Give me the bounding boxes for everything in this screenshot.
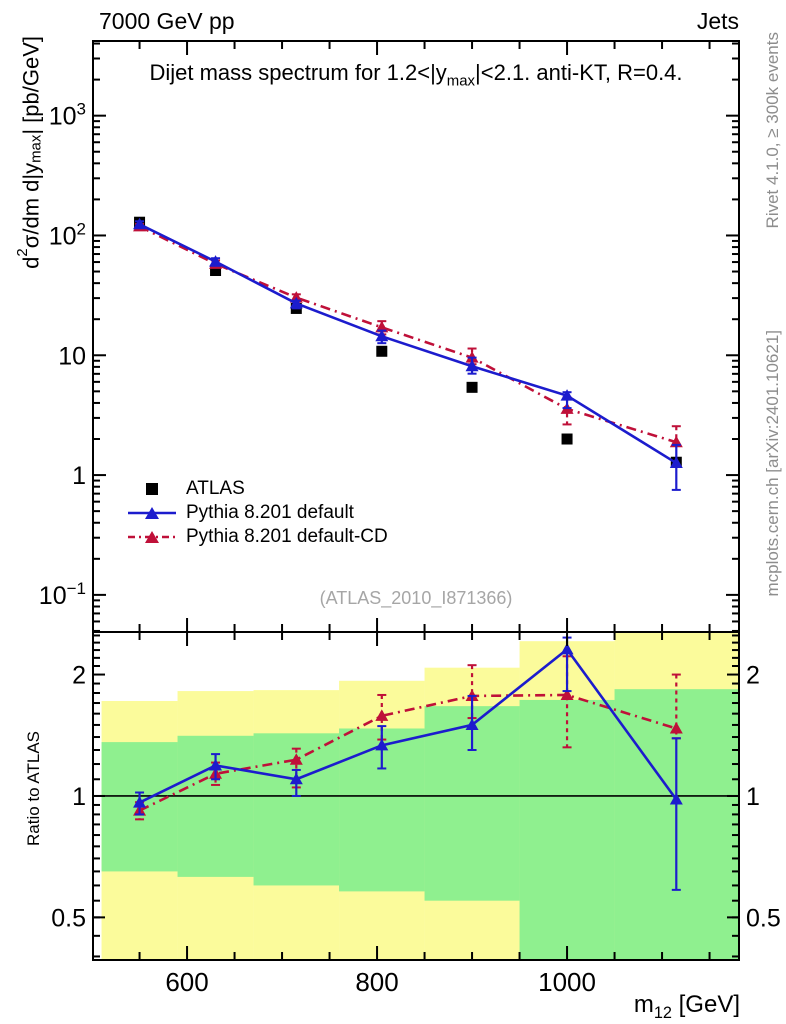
ratio-y-tick-label-right: 0.5: [746, 904, 781, 932]
x-title-part1: m: [633, 991, 654, 1018]
green-band-bin: [519, 699, 615, 960]
data-point-marker: [560, 688, 574, 700]
x-tick-label: 800: [355, 967, 398, 997]
plot-title-part1: Dijet mass spectrum for 1.2<|y: [149, 60, 447, 85]
data-point-marker: [465, 718, 479, 730]
analysis-id-watermark: (ATLAS_2010_I871366): [319, 588, 513, 608]
data-point-marker: [375, 738, 389, 751]
series-pythia-8-201-default-ratio: [133, 636, 683, 891]
data-point-marker: [560, 389, 574, 401]
data-point-marker: [210, 265, 222, 277]
main-y-tick-label: 10−1: [39, 579, 86, 610]
data-point-marker: [375, 329, 389, 342]
legend: ATLAS Pythia 8.201 default Pythia 8.201 …: [128, 477, 388, 549]
data-point-marker: [289, 753, 303, 765]
series-line: [138, 225, 677, 444]
x-tick-label: 600: [165, 967, 208, 997]
main-y-tick-label: 10: [58, 342, 86, 370]
data-point-marker: [560, 642, 574, 655]
ratio-y-tick-label-right: 1: [746, 783, 760, 811]
data-point-marker: [289, 772, 303, 785]
ratio-y-tick-label-left: 2: [72, 662, 86, 690]
ratio-y-axis-title: Ratio to ATLAS: [24, 731, 43, 846]
main-y-tick-label: 103: [49, 100, 86, 131]
legend-row-pythia-default: Pythia 8.201 default: [128, 501, 388, 525]
y-title-part2: σ/dm d|y: [18, 162, 44, 249]
data-point-marker: [561, 433, 573, 445]
x-title-part2: [GeV]: [671, 991, 740, 1018]
pythia-default-line-marker-icon: [128, 507, 176, 519]
data-point-marker: [289, 296, 303, 309]
main-y-axis-title: d2σ/dm d|ymax| [pb/GeV]: [14, 36, 45, 269]
y-title-sub: max: [27, 134, 45, 163]
legend-label-atlas: ATLAS: [186, 478, 245, 499]
plot-title-part2: |<2.1. anti-KT, R=0.4.: [475, 60, 683, 85]
plot-title-sub: max: [446, 72, 476, 90]
legend-label-pythia-default: Pythia 8.201 default: [186, 502, 354, 523]
pythia-default-cd-dashdot-marker-icon: [128, 531, 176, 543]
series-atlas-main: [134, 216, 682, 468]
beam-energy-label: 7000 GeV pp: [99, 8, 235, 34]
axis-ticks: [93, 41, 739, 960]
y-title-sup: 2: [14, 248, 31, 257]
ratio-y-tick-label-left: 0.5: [51, 904, 86, 932]
data-point-marker: [669, 456, 683, 469]
data-point-marker: [209, 255, 223, 267]
legend-row-atlas: ATLAS: [128, 477, 388, 501]
main-y-tick-label: 1: [72, 462, 86, 490]
ratio-y-tick-label-left: 1: [72, 783, 86, 811]
series-pythia-8-201-default-main: [133, 217, 683, 491]
atlas-square-marker-icon: [146, 483, 158, 495]
data-point-marker: [133, 217, 147, 230]
data-point-marker: [466, 381, 478, 393]
data-point-marker: [465, 359, 479, 372]
ratio-uncertainty-bands: [101, 632, 739, 960]
x-tick-label: 1000: [538, 967, 596, 997]
legend-row-pythia-default-cd: Pythia 8.201 default-CD: [128, 525, 388, 549]
data-point-marker: [669, 721, 683, 734]
data-point-marker: [133, 796, 147, 808]
data-point-marker: [376, 345, 388, 357]
data-point-marker: [375, 709, 389, 721]
legend-label-pythia-default-cd: Pythia 8.201 default-CD: [186, 526, 388, 547]
y-title-part1: d: [18, 256, 44, 269]
main-y-tick-label: 102: [49, 219, 86, 250]
data-point-marker: [209, 758, 223, 771]
series-line: [138, 223, 677, 465]
ratio-y-tick-label-right: 2: [746, 662, 760, 690]
data-point-marker: [669, 793, 683, 805]
mcplots-reference-label: mcplots.cern.ch [arXiv:2401.10621]: [763, 330, 782, 597]
series-pythia-8-201-default-cd-main: [133, 219, 683, 448]
x-title-sub: 12: [653, 1003, 672, 1022]
x-axis-title: m12 [GeV]: [634, 991, 740, 1023]
rivet-version-label: Rivet 4.1.0, ≥ 300k events: [763, 32, 782, 229]
plot-title: Dijet mass spectrum for 1.2<|ymax|<2.1. …: [93, 60, 739, 89]
analysis-group-label: Jets: [696, 8, 739, 34]
data-point-marker: [375, 320, 389, 333]
y-title-part3: | [pb/GeV]: [18, 36, 44, 135]
